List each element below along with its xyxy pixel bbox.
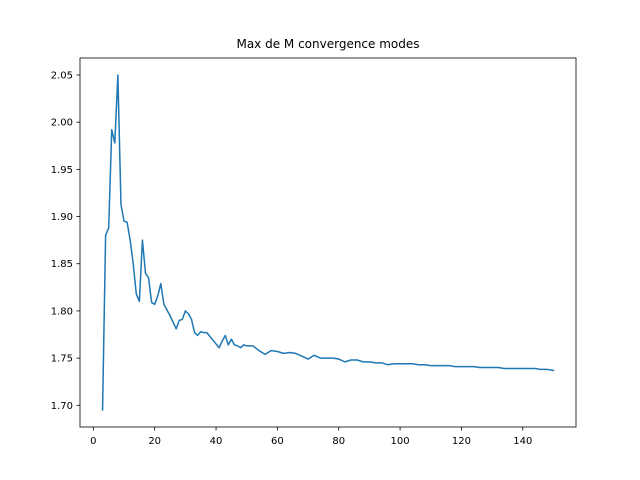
y-tick-label: 1.70: [51, 401, 73, 412]
plot-area: 0 20 40 60 80 100 120 140 1.70 1.75 1.80 1.85 1.90 1.…: [51, 57, 577, 447]
x-tick-label: 120: [452, 436, 471, 447]
x-tick-label: 100: [391, 436, 410, 447]
y-tick-label: 1.85: [51, 259, 73, 270]
x-tick-label: 60: [271, 436, 284, 447]
x-tick-label: 140: [513, 436, 532, 447]
y-tick-label: 2.00: [51, 118, 73, 129]
x-tick-label: 40: [210, 436, 223, 447]
y-tick-label: 2.05: [51, 70, 73, 81]
chart-title: Max de M convergence modes: [236, 37, 419, 51]
y-tick-label: 1.75: [51, 354, 73, 365]
y-tick-label: 1.90: [51, 212, 73, 223]
y-tick-label: 1.95: [51, 165, 73, 176]
x-tick-label: 0: [90, 436, 96, 447]
x-tick-label: 20: [148, 436, 161, 447]
axes-frame: [79, 57, 577, 428]
series-line: [101, 74, 555, 411]
y-tick-label: 1.80: [51, 306, 73, 317]
x-tick-label: 80: [332, 436, 345, 447]
